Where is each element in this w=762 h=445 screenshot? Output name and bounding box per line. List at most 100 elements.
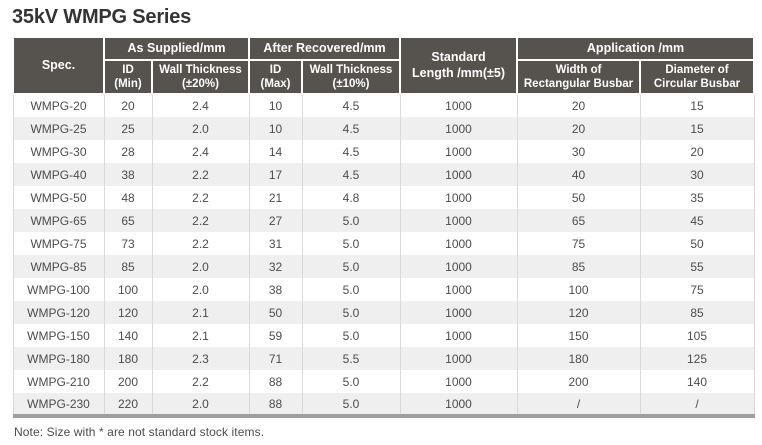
cell-id-min: 25: [103, 117, 153, 140]
cell-diameter-circular-busbar: 15: [639, 117, 755, 140]
cell-width-rectangular-busbar: 20: [516, 117, 641, 140]
header-wall-thickness-10: Wall Thickness (±10%): [300, 59, 402, 95]
cell-diameter-circular-busbar: 55: [639, 255, 755, 278]
cell-wall-thickness-10: 5.0: [301, 209, 401, 232]
table-row: WMPG-85 85 2.0 32 5.0 1000 85 55: [12, 255, 755, 278]
header-group-application: Application /mm: [516, 36, 756, 61]
cell-wall-thickness-20: 2.4: [151, 140, 250, 163]
cell-width-rectangular-busbar: 200: [516, 370, 641, 393]
cell-wall-thickness-20: 2.0: [151, 255, 250, 278]
cell-standard-length: 1000: [399, 209, 518, 232]
cell-standard-length: 1000: [399, 278, 518, 301]
cell-width-rectangular-busbar: 120: [516, 301, 641, 324]
cell-diameter-circular-busbar: 20: [639, 140, 755, 163]
cell-standard-length: 1000: [399, 301, 518, 324]
cell-spec: WMPG-40: [12, 163, 105, 186]
cell-spec: WMPG-85: [12, 255, 105, 278]
cell-id-min: 200: [103, 370, 153, 393]
header-id-min: ID (Min): [103, 59, 153, 95]
cell-diameter-circular-busbar: 75: [639, 278, 755, 301]
cell-width-rectangular-busbar: 75: [516, 232, 641, 255]
table-row: WMPG-30 28 2.4 14 4.5 1000 30 20: [12, 140, 755, 163]
cell-diameter-circular-busbar: 105: [639, 324, 755, 347]
header-group-as-supplied: As Supplied/mm: [103, 36, 250, 61]
cell-width-rectangular-busbar: 150: [516, 324, 641, 347]
page-title: 35kV WMPG Series: [12, 6, 192, 28]
cell-standard-length: 1000: [399, 324, 518, 347]
cell-diameter-circular-busbar: 140: [639, 370, 755, 393]
cell-spec: WMPG-150: [12, 324, 105, 347]
note-text: Note: Size with * are not standard stock…: [14, 425, 265, 439]
cell-id-max: 14: [248, 140, 303, 163]
cell-id-min: 38: [103, 163, 153, 186]
cell-id-max: 21: [248, 186, 303, 209]
header-id-max: ID (Max): [248, 59, 303, 95]
cell-spec: WMPG-180: [12, 347, 105, 370]
cell-id-min: 73: [103, 232, 153, 255]
cell-wall-thickness-20: 2.0: [151, 117, 250, 140]
cell-wall-thickness-10: 5.0: [301, 255, 401, 278]
table-row: WMPG-150 140 2.1 59 5.0 1000 150 105: [12, 324, 755, 347]
cell-wall-thickness-20: 2.2: [151, 186, 250, 209]
cell-width-rectangular-busbar: 100: [516, 278, 641, 301]
spec-table-body: WMPG-20 20 2.4 10 4.5 1000 20 15 WMPG-25…: [12, 94, 755, 416]
cell-wall-thickness-10: 5.0: [301, 301, 401, 324]
cell-diameter-circular-busbar: 45: [639, 209, 755, 232]
table-row: WMPG-50 48 2.2 21 4.8 1000 50 35: [12, 186, 755, 209]
cell-standard-length: 1000: [399, 347, 518, 370]
cell-standard-length: 1000: [399, 140, 518, 163]
cell-id-max: 59: [248, 324, 303, 347]
cell-width-rectangular-busbar: 20: [516, 94, 641, 117]
cell-id-min: 20: [103, 94, 153, 117]
header-wall-thickness-20: Wall Thickness (±20%): [151, 59, 250, 95]
cell-width-rectangular-busbar: 65: [516, 209, 641, 232]
cell-standard-length: 1000: [399, 232, 518, 255]
header-standard-length: Standard Length /mm(±5): [399, 36, 519, 95]
cell-id-max: 50: [248, 301, 303, 324]
cell-spec: WMPG-65: [12, 209, 105, 232]
cell-id-max: 10: [248, 94, 303, 117]
cell-id-max: 27: [248, 209, 303, 232]
cell-wall-thickness-20: 2.2: [151, 370, 250, 393]
cell-width-rectangular-busbar: 180: [516, 347, 641, 370]
cell-wall-thickness-10: 5.0: [301, 324, 401, 347]
header-group-after-recovered: After Recovered/mm: [247, 36, 402, 61]
table-row: WMPG-210 200 2.2 88 5.0 1000 200 140: [12, 370, 755, 393]
cell-id-max: 88: [248, 393, 303, 416]
spec-table: Spec. As Supplied/mm After Recovered/mm …: [12, 36, 756, 418]
cell-standard-length: 1000: [399, 393, 518, 416]
table-row: WMPG-40 38 2.2 17 4.5 1000 40 30: [12, 163, 755, 186]
table-row: WMPG-65 65 2.2 27 5.0 1000 65 45: [12, 209, 755, 232]
cell-id-max: 17: [248, 163, 303, 186]
table-row: WMPG-120 120 2.1 50 5.0 1000 120 85: [12, 301, 755, 324]
header-sub-row: ID (Min) Wall Thickness (±20%) ID (Max) …: [13, 59, 756, 95]
cell-id-max: 71: [248, 347, 303, 370]
cell-standard-length: 1000: [399, 186, 518, 209]
cell-spec: WMPG-30: [12, 140, 105, 163]
cell-id-min: 48: [103, 186, 153, 209]
cell-wall-thickness-20: 2.2: [151, 163, 250, 186]
cell-wall-thickness-10: 4.5: [301, 140, 401, 163]
header-diameter-circular-busbar: Diameter of Circular Busbar: [639, 59, 756, 95]
cell-id-min: 220: [103, 393, 153, 416]
table-row: WMPG-100 100 2.0 38 5.0 1000 100 75: [12, 278, 755, 301]
cell-wall-thickness-10: 5.0: [301, 232, 401, 255]
cell-spec: WMPG-230: [12, 393, 105, 416]
table-row: WMPG-75 73 2.2 31 5.0 1000 75 50: [12, 232, 755, 255]
table-row: WMPG-25 25 2.0 10 4.5 1000 20 15: [12, 117, 755, 140]
cell-diameter-circular-busbar: /: [639, 393, 755, 416]
cell-wall-thickness-10: 4.5: [301, 117, 401, 140]
cell-standard-length: 1000: [399, 163, 518, 186]
cell-id-max: 32: [248, 255, 303, 278]
cell-wall-thickness-20: 2.1: [151, 301, 250, 324]
cell-id-min: 85: [103, 255, 153, 278]
cell-diameter-circular-busbar: 125: [639, 347, 755, 370]
cell-wall-thickness-10: 5.0: [301, 370, 401, 393]
cell-id-min: 180: [103, 347, 153, 370]
cell-standard-length: 1000: [399, 94, 518, 117]
cell-diameter-circular-busbar: 50: [639, 232, 755, 255]
cell-wall-thickness-10: 4.5: [301, 163, 401, 186]
cell-spec: WMPG-210: [12, 370, 105, 393]
cell-id-max: 88: [248, 370, 303, 393]
